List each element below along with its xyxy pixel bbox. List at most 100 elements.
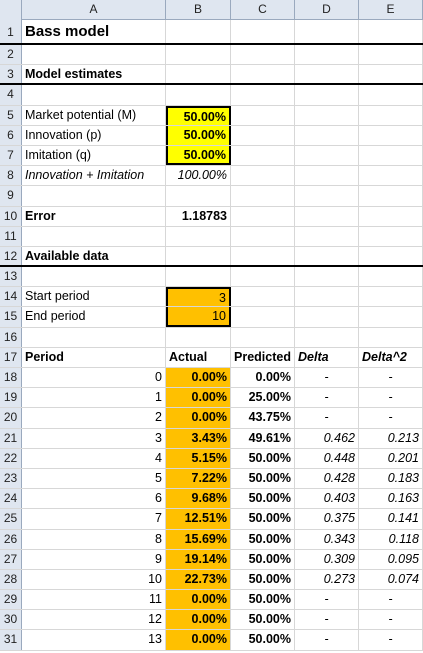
cell-d25[interactable]: 0.375 [295,509,359,529]
cell-e23[interactable]: 0.183 [359,468,423,489]
cell-b25[interactable]: 12.51% [166,509,231,529]
row-header[interactable]: 15 [0,307,22,327]
cell-e18[interactable]: - [359,368,423,388]
cell-d28[interactable]: 0.273 [295,569,359,590]
cell-e27[interactable]: 0.095 [359,549,423,569]
cell-c31[interactable]: 50.00% [231,630,295,650]
cell-d16[interactable] [295,327,359,347]
cell-d20[interactable]: - [295,408,359,428]
cell-e20[interactable]: - [359,408,423,428]
cell-b11[interactable] [166,226,231,246]
cell-a21[interactable]: 3 [22,428,166,448]
row-header[interactable]: 31 [0,630,22,650]
cell-b8[interactable]: 100.00% [166,166,231,186]
cell-b18[interactable]: 0.00% [166,368,231,388]
cell-d22[interactable]: 0.448 [295,448,359,468]
row-header[interactable]: 22 [0,448,22,468]
row-header[interactable]: 28 [0,569,22,590]
cell-b31[interactable]: 0.00% [166,630,231,650]
row-header[interactable]: 13 [0,267,22,287]
cell-a15[interactable]: End period [22,307,166,327]
cell-b17[interactable]: Actual [166,347,231,367]
cell-e31[interactable]: - [359,630,423,650]
row-header[interactable]: 6 [0,125,22,145]
cell-c2[interactable] [231,45,295,65]
cell-a1[interactable]: Bass model [22,20,166,43]
cell-d7[interactable] [295,145,359,166]
cell-b21[interactable]: 3.43% [166,428,231,448]
row-header[interactable]: 16 [0,327,22,347]
row-header[interactable]: 1 [0,20,22,43]
cell-b12[interactable] [166,246,231,266]
cell-e19[interactable]: - [359,388,423,408]
cell-d31[interactable]: - [295,630,359,650]
cell-d4[interactable] [295,85,359,105]
cell-c12[interactable] [231,246,295,266]
cell-e26[interactable]: 0.118 [359,529,423,549]
cell-e7[interactable] [359,145,423,166]
column-header-d[interactable]: D [295,0,359,20]
row-header[interactable]: 23 [0,468,22,489]
cell-a4[interactable] [22,85,166,105]
cell-a3[interactable]: Model estimates [22,65,166,84]
cell-c5[interactable] [231,105,295,125]
column-header-c[interactable]: C [231,0,295,20]
cell-d17[interactable]: Delta [295,347,359,367]
row-header[interactable]: 25 [0,509,22,529]
cell-b16[interactable] [166,327,231,347]
cell-b6[interactable]: 50.00% [166,125,231,145]
cell-c18[interactable]: 0.00% [231,368,295,388]
cell-d23[interactable]: 0.428 [295,468,359,489]
cell-d5[interactable] [295,105,359,125]
cell-c25[interactable]: 50.00% [231,509,295,529]
cell-e15[interactable] [359,307,423,327]
cell-e1[interactable] [359,20,423,43]
cell-a20[interactable]: 2 [22,408,166,428]
cell-c13[interactable] [231,267,295,287]
cell-c16[interactable] [231,327,295,347]
cell-a31[interactable]: 13 [22,630,166,650]
cell-d10[interactable] [295,206,359,226]
cell-e24[interactable]: 0.163 [359,489,423,509]
cell-e29[interactable]: - [359,590,423,610]
row-header[interactable]: 29 [0,590,22,610]
cell-c8[interactable] [231,166,295,186]
cell-b3[interactable] [166,65,231,84]
cell-a25[interactable]: 7 [22,509,166,529]
cell-a13[interactable] [22,267,166,287]
cell-c24[interactable]: 50.00% [231,489,295,509]
row-header[interactable]: 10 [0,206,22,226]
cell-b20[interactable]: 0.00% [166,408,231,428]
cell-c21[interactable]: 49.61% [231,428,295,448]
cell-d11[interactable] [295,226,359,246]
cell-a16[interactable] [22,327,166,347]
row-header[interactable]: 11 [0,226,22,246]
cell-a22[interactable]: 4 [22,448,166,468]
cell-a6[interactable]: Innovation (p) [22,125,166,145]
row-header[interactable]: 27 [0,549,22,569]
cell-b4[interactable] [166,85,231,105]
cell-b30[interactable]: 0.00% [166,610,231,630]
cell-e14[interactable] [359,287,423,307]
cell-e13[interactable] [359,267,423,287]
row-header[interactable]: 8 [0,166,22,186]
cell-e22[interactable]: 0.201 [359,448,423,468]
cell-b26[interactable]: 15.69% [166,529,231,549]
cell-e28[interactable]: 0.074 [359,569,423,590]
row-header[interactable]: 5 [0,105,22,125]
cell-c29[interactable]: 50.00% [231,590,295,610]
row-header[interactable]: 12 [0,246,22,266]
column-header-e[interactable]: E [359,0,423,20]
cell-d6[interactable] [295,125,359,145]
cell-d27[interactable]: 0.309 [295,549,359,569]
cell-a18[interactable]: 0 [22,368,166,388]
cell-e17[interactable]: Delta^2 [359,347,423,367]
column-header-b[interactable]: B [166,0,231,20]
cell-e5[interactable] [359,105,423,125]
cell-c15[interactable] [231,307,295,327]
cell-c7[interactable] [231,145,295,166]
cell-b14[interactable]: 3 [166,287,231,307]
cell-d21[interactable]: 0.462 [295,428,359,448]
cell-e6[interactable] [359,125,423,145]
cell-c28[interactable]: 50.00% [231,569,295,590]
